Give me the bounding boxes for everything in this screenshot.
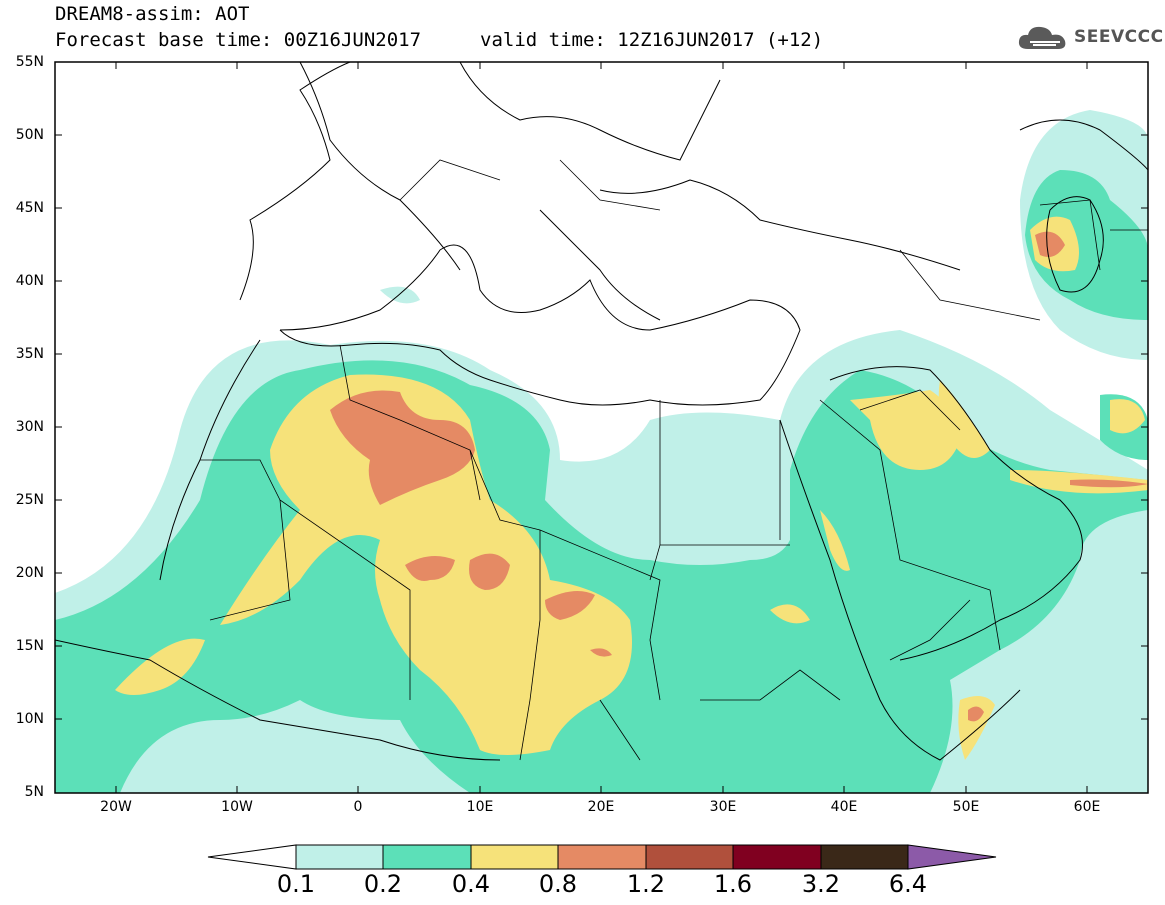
colorbar-swatch-6: [732, 844, 822, 870]
lon-label: 40E: [830, 799, 858, 815]
lat-label: 20N: [15, 565, 44, 581]
lat-label: 30N: [15, 419, 44, 435]
colorbar-label: 0.8: [538, 870, 578, 898]
lon-label: 0: [353, 799, 363, 815]
lat-label: 5N: [24, 784, 44, 800]
logo-text: SEEVCCC: [1074, 27, 1164, 47]
colorbar-swatch-2: [382, 844, 472, 870]
colorbar-label: 1.2: [626, 870, 666, 898]
lat-label: 10N: [15, 711, 44, 727]
lon-label: 10E: [466, 799, 494, 815]
lat-label: 40N: [15, 273, 44, 289]
lon-label: 20W: [100, 799, 132, 815]
lat-label: 15N: [15, 638, 44, 654]
forecast-base-time: Forecast base time: 00Z16JUN2017: [55, 29, 422, 51]
valid-time: valid time: 12Z16JUN2017 (+12): [480, 29, 824, 51]
colorbar-swatch-4: [557, 844, 647, 870]
lon-label: 60E: [1073, 799, 1101, 815]
colorbar-label: 0.2: [363, 870, 403, 898]
colorbar-label: 0.4: [451, 870, 491, 898]
colorbar: [207, 844, 997, 870]
colorbar-swatch-low: [207, 844, 297, 870]
lon-label: 10W: [221, 799, 253, 815]
colorbar-swatch-1: [295, 844, 384, 870]
lon-label: 50E: [952, 799, 980, 815]
lat-label: 55N: [15, 54, 44, 70]
colorbar-swatch-5: [645, 844, 734, 870]
cloud-icon: [1018, 26, 1066, 49]
colorbar-label: 6.4: [888, 870, 928, 898]
country-borders: [200, 159, 1148, 761]
colorbar-label: 0.1: [276, 870, 316, 898]
colorbar-swatch-3: [470, 844, 559, 870]
lat-label: 35N: [15, 346, 44, 362]
seevccc-logo: [1016, 23, 1156, 55]
colorbar-swatch-high: [907, 844, 997, 870]
colorbar-label: 1.6: [713, 870, 753, 898]
lat-label: 25N: [15, 492, 44, 508]
colorbar-label: 3.2: [801, 870, 841, 898]
lat-label: 45N: [15, 200, 44, 216]
lon-label: 30E: [709, 799, 737, 815]
lon-label: 20E: [587, 799, 615, 815]
colorbar-swatch-7: [820, 844, 909, 870]
aot-level-0-8: [330, 231, 1148, 722]
coastlines: [55, 62, 1148, 761]
map-title: DREAM8-assim: AOT: [55, 3, 250, 25]
lat-label: 50N: [15, 127, 44, 143]
axis-ticks: [55, 61, 1148, 793]
